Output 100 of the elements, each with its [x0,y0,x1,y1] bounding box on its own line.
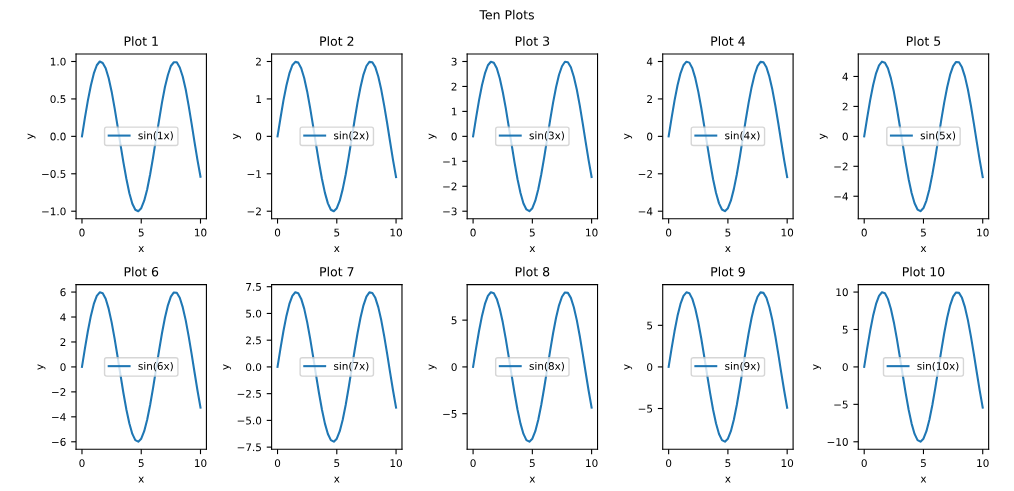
y-tick-label: −2.5 [237,389,261,398]
legend-label: sin(5x) [920,131,956,141]
chart-title: Plot 4 [711,36,745,46]
chart-title: Plot 9 [711,266,745,277]
y-tick-label: −2 [443,182,457,191]
y-axis-title: y [428,364,437,370]
y-tick-label: 10 [836,288,848,297]
y-tick-label: 0.5 [50,95,66,104]
chart-title: Plot 6 [124,266,159,277]
y-axis-title: y [624,364,633,370]
y-tick-label: −1 [247,170,261,178]
legend-label: sin(1x) [138,131,173,141]
y-tick-label: −4 [638,207,653,216]
y-tick-label: −2 [247,207,261,216]
x-tick-label: 10 [781,459,794,468]
y-tick-label: 2.5 [246,336,261,345]
x-axis-title: x [529,246,536,252]
x-tick-label: 10 [390,228,402,237]
y-tick-label: 5 [451,316,457,325]
y-tick-label: −5 [638,404,653,413]
x-tick-label: 5 [725,228,731,237]
x-axis-title: x [920,476,927,483]
x-axis-title: x [920,246,927,252]
x-tick-label: 10 [586,228,598,237]
x-tick-label: 10 [195,459,207,468]
y-axis-title: y [428,133,437,140]
x-tick-label: 10 [977,459,989,468]
y-tick-label: −0.5 [42,170,66,178]
legend-label: sin(7x) [334,361,369,372]
y-tick-label: −1.0 [42,207,66,216]
y-tick-label: −4 [52,413,66,421]
y-tick-label: 0 [647,363,653,372]
y-axis-title: y [819,133,828,140]
legend-label: sin(10x) [917,361,959,372]
x-tick-label: 10 [195,228,207,237]
line-series [472,60,593,213]
y-tick-label: 2 [256,57,261,66]
y-tick-label: 4 [646,57,653,66]
x-tick-label: 0 [861,228,867,237]
x-axis-title: x [334,476,340,483]
x-axis-title: x [138,246,144,252]
chart-title: Plot 7 [320,266,354,277]
y-axis-title: y [624,133,633,140]
y-tick-label: 1.0 [50,57,66,66]
y-tick-label: 4 [842,72,848,81]
text: Ten Plots [479,9,534,20]
x-tick-label: 10 [781,228,794,237]
line-series [276,60,398,213]
x-tick-label: 10 [977,228,989,237]
y-axis-title: y [37,364,46,370]
x-axis-title: x [725,246,731,252]
y-tick-label: 6 [60,288,66,297]
y-tick-label: 2 [60,338,66,346]
chart-title: Plot 3 [515,36,550,46]
line-series [472,291,593,443]
y-tick-label: 0 [842,132,848,141]
legend-label: sin(2x) [334,131,369,141]
y-tick-label: 2 [842,102,848,111]
x-tick-label: 0 [666,459,672,468]
x-tick-label: 0 [666,228,672,237]
line-series [80,60,202,213]
y-tick-label: −10 [827,438,848,446]
x-tick-label: 5 [725,459,731,468]
y-tick-label: 3 [451,57,457,66]
y-tick-label: −2 [834,162,848,171]
x-tick-label: 5 [138,228,144,237]
y-tick-label: −5 [443,410,457,418]
x-tick-label: 5 [920,228,926,237]
x-tick-label: 0 [274,459,281,468]
chart-title: Plot 5 [906,36,941,46]
y-tick-label: 1 [256,95,261,103]
x-tick-label: 0 [274,228,281,237]
line-series [80,291,202,443]
y-tick-label: 7.5 [246,283,261,291]
x-tick-label: 0 [470,459,476,468]
x-axis-title: x [334,246,340,252]
y-tick-label: 0 [842,363,848,372]
y-tick-label: −7.5 [237,443,261,452]
line-series [667,60,789,213]
y-tick-label: −6 [52,438,66,446]
y-tick-label: −5.0 [237,416,262,425]
y-tick-label: −4 [834,192,848,201]
y-tick-label: 0.0 [50,132,66,141]
y-tick-label: −1 [443,157,457,166]
y-tick-label: 0 [451,132,457,141]
x-tick-label: 5 [334,228,340,237]
x-tick-label: 10 [586,459,598,468]
x-tick-label: 0 [470,228,476,237]
x-tick-label: 5 [138,459,144,468]
legend-label: sin(8x) [529,361,564,372]
y-tick-label: −5 [834,400,848,409]
line-series [863,60,984,213]
chart-title: Plot 8 [515,266,550,277]
x-tick-label: 0 [79,459,85,468]
line-series [667,291,789,443]
y-tick-label: 4 [60,313,66,321]
x-tick-label: 5 [529,228,535,237]
chart-title: Plot 2 [320,36,354,46]
y-axis-title: y [27,133,36,140]
x-axis-title: x [725,476,731,483]
